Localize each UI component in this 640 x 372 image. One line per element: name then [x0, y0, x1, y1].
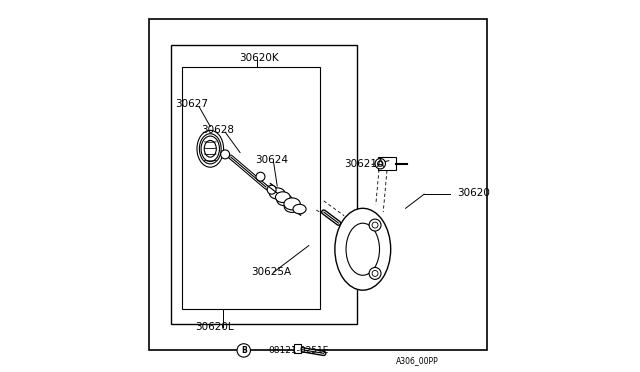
Circle shape	[372, 222, 378, 228]
Circle shape	[221, 150, 230, 159]
Text: 30624: 30624	[255, 155, 288, 165]
Text: 30620K: 30620K	[239, 53, 278, 62]
Text: B: B	[241, 346, 246, 355]
Text: A306_00PP: A306_00PP	[396, 356, 439, 365]
FancyBboxPatch shape	[378, 157, 396, 170]
Ellipse shape	[269, 188, 285, 199]
Text: 30627: 30627	[175, 99, 208, 109]
Circle shape	[256, 172, 265, 181]
Ellipse shape	[201, 136, 220, 161]
Ellipse shape	[284, 201, 300, 212]
Ellipse shape	[275, 192, 290, 202]
Circle shape	[375, 158, 385, 169]
Circle shape	[369, 267, 381, 279]
Text: 30625A: 30625A	[252, 267, 292, 276]
Circle shape	[267, 185, 276, 194]
Text: 08121-0251E: 08121-0251E	[269, 346, 329, 355]
Ellipse shape	[346, 223, 380, 275]
Text: 30620L: 30620L	[195, 323, 234, 332]
Ellipse shape	[293, 204, 306, 214]
Ellipse shape	[284, 198, 300, 210]
Text: 30621A: 30621A	[344, 159, 385, 169]
Circle shape	[378, 161, 383, 166]
Ellipse shape	[204, 141, 216, 157]
Ellipse shape	[277, 195, 292, 206]
Text: 30620: 30620	[458, 189, 490, 198]
Ellipse shape	[200, 134, 221, 164]
Circle shape	[237, 344, 250, 357]
Ellipse shape	[197, 131, 223, 167]
Circle shape	[372, 270, 378, 276]
FancyBboxPatch shape	[294, 344, 301, 353]
Ellipse shape	[335, 208, 390, 290]
Circle shape	[369, 219, 381, 231]
Text: 30628: 30628	[201, 125, 234, 135]
